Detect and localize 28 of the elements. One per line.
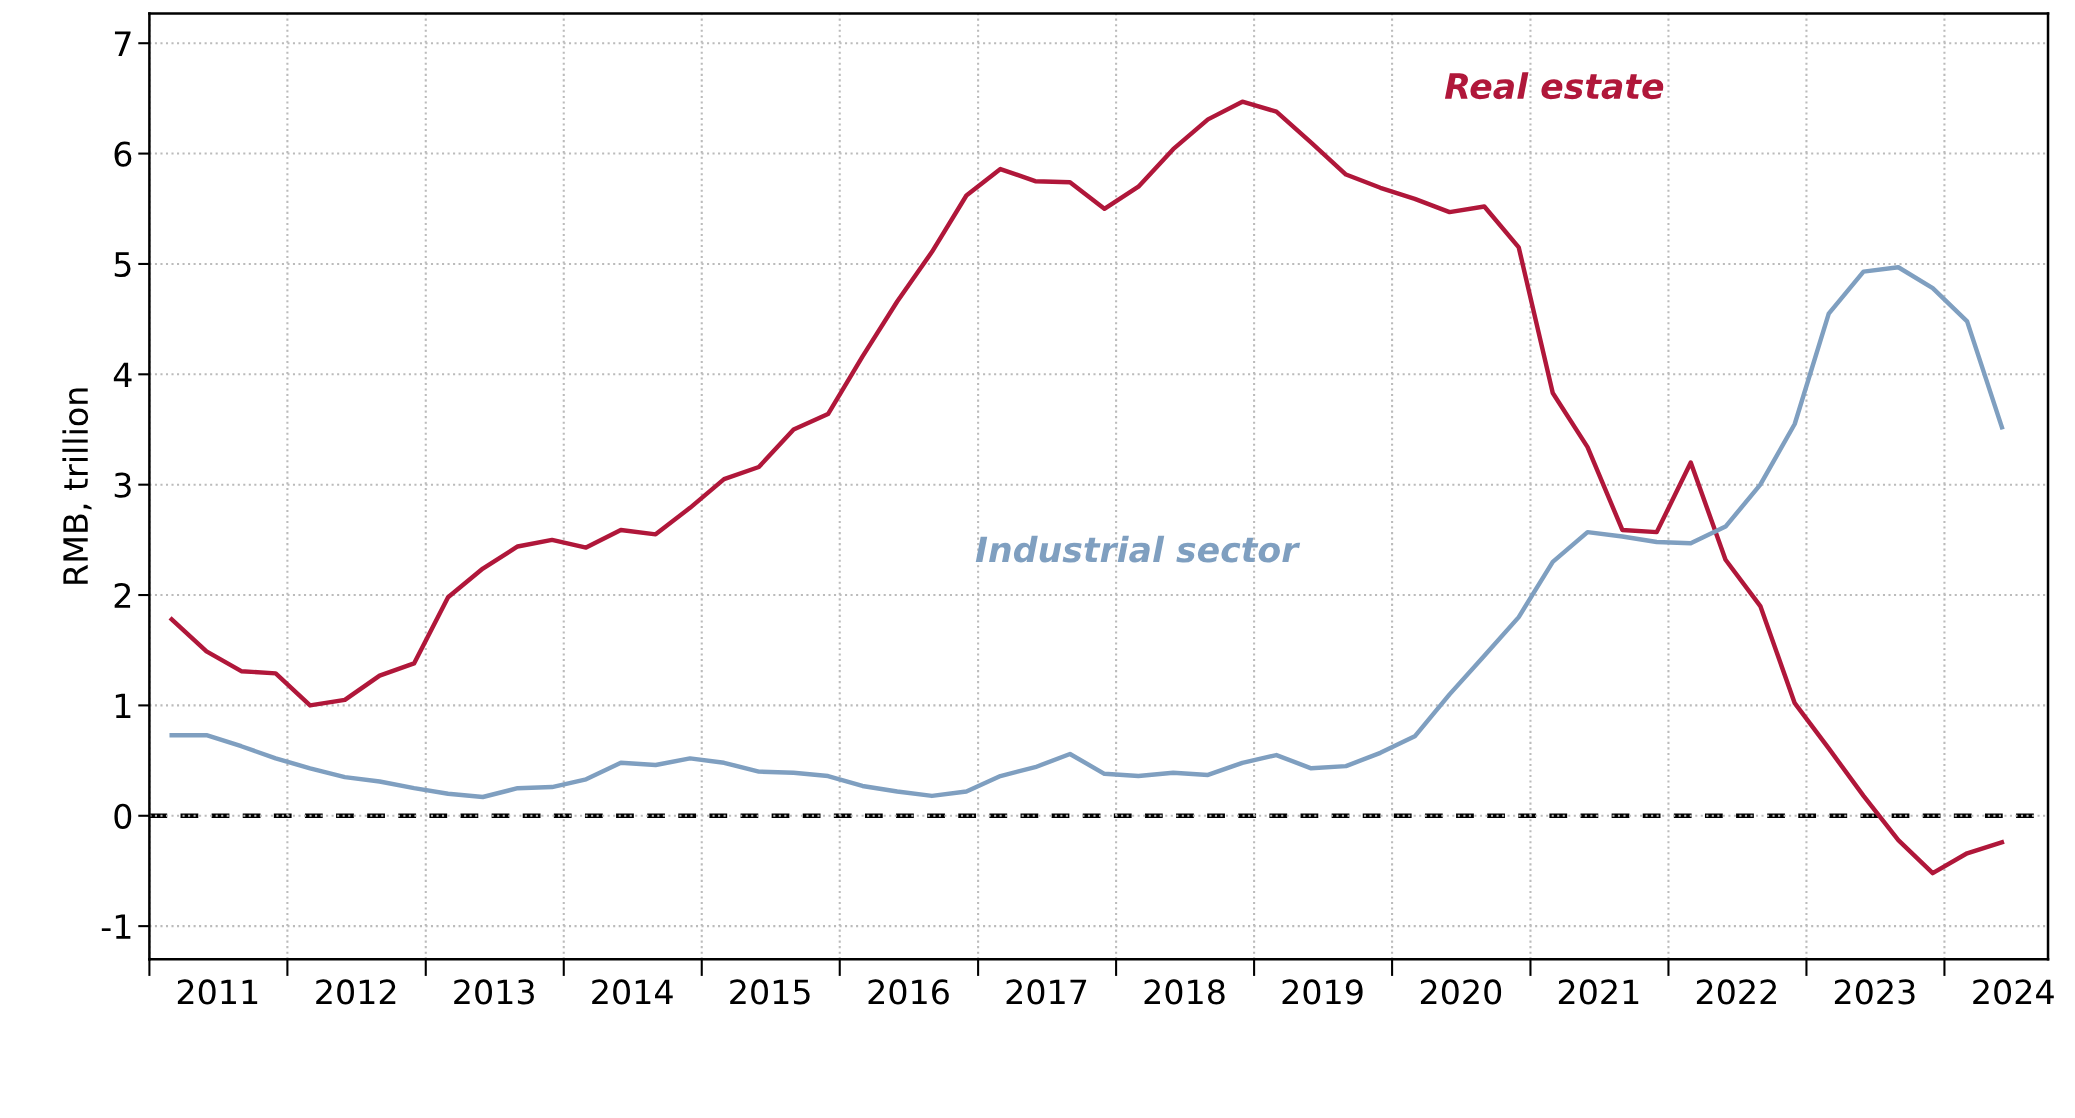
y-tick-label: 3: [114, 472, 131, 498]
text: Real estate: [1444, 72, 1664, 100]
y-tick-label: 2: [114, 582, 131, 608]
x-tick-label: 2014: [592, 979, 673, 1005]
text: Industrial sector: [975, 535, 1301, 563]
x-tick-label: 2013: [454, 979, 534, 1005]
x-tick-label: 2024: [1973, 979, 2054, 1005]
y-tick-label: -1: [101, 914, 131, 939]
x-tick-label: 2017: [1006, 979, 1087, 1005]
y-tick-label: 4: [113, 362, 132, 387]
x-tick-label: 2022: [1696, 979, 1776, 1005]
x-tick-label: 2016: [868, 979, 949, 1005]
y-tick-label: 1: [115, 693, 131, 719]
x-tick-label: 2011: [177, 979, 258, 1005]
y-tick-label: 0: [114, 803, 132, 829]
y-axis-title: RMB, trillion: [62, 388, 92, 584]
x-tick-label: 2012: [316, 979, 396, 1005]
y-tick-label: 6: [114, 141, 132, 167]
x-tick-label: 2018: [1144, 979, 1225, 1005]
line-series: [169, 265, 2005, 800]
x-tick-label: 2020: [1420, 979, 1502, 1005]
y-tick-label: 7: [114, 31, 131, 56]
x-tick-label: 2015: [730, 979, 810, 1005]
y-tick-label: 5: [114, 252, 131, 278]
x-tick-label: 2019: [1282, 979, 1363, 1005]
x-tick-label: 2021: [1558, 979, 1639, 1005]
x-tick-label: 2023: [1834, 979, 1915, 1005]
line-series: [169, 99, 2005, 876]
